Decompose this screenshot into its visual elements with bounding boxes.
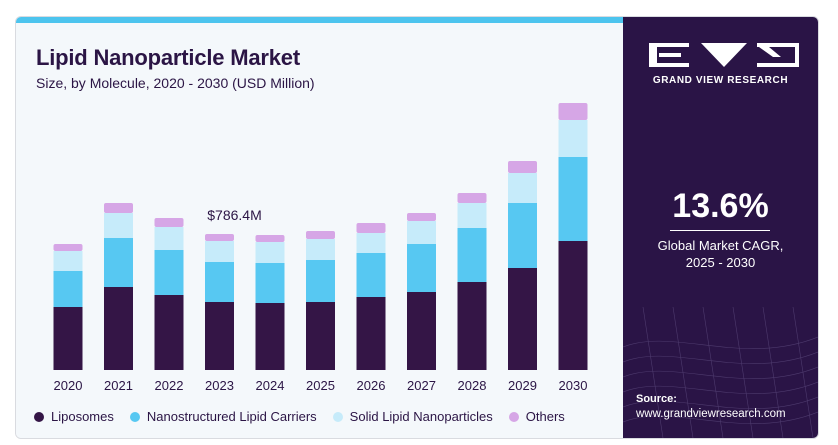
legend-label-nanostructured: Nanostructured Lipid Carriers — [146, 409, 317, 424]
accent-bar — [16, 17, 623, 23]
bar-segment-nanostructured-lipid-carriers-2027 — [407, 244, 436, 292]
x-tick-label-2027: 2027 — [407, 378, 436, 393]
bar-segment-liposomes-2024 — [255, 303, 285, 370]
legend-label-solid: Solid Lipid Nanoparticles — [349, 409, 493, 424]
bar-segment-solid-lipid-nanoparticles-2024 — [255, 242, 285, 263]
bar-segment-nanostructured-lipid-carriers-2025 — [306, 260, 335, 302]
chart-title: Lipid Nanoparticle Market — [36, 45, 300, 70]
cagr-label: Global Market CAGR, 2025 - 2030 — [623, 237, 818, 271]
summary-panel: GRAND VIEW RESEARCH 13.6% Global Market … — [623, 17, 818, 438]
bar-segment-solid-lipid-nanoparticles-2021 — [104, 213, 133, 238]
bar-segment-others-2024 — [255, 235, 285, 242]
x-tick-label-2025: 2025 — [306, 378, 335, 393]
bar-segment-solid-lipid-nanoparticles-2030 — [558, 120, 588, 157]
bar-segment-others-2022 — [154, 218, 184, 227]
source-label: Source: — [636, 393, 677, 405]
bar-segment-liposomes-2026 — [356, 297, 386, 370]
x-tick-label-2023: 2023 — [205, 378, 234, 393]
bar-segment-liposomes-2023 — [205, 302, 234, 370]
bar-segment-solid-lipid-nanoparticles-2022 — [154, 227, 184, 250]
legend-item-solid: Solid Lipid Nanoparticles — [332, 409, 493, 424]
bar-segment-others-2023 — [205, 234, 234, 241]
legend-item-others: Others — [508, 409, 565, 424]
bar-segment-nanostructured-lipid-carriers-2030 — [558, 157, 588, 241]
x-tick-label-2026: 2026 — [357, 378, 386, 393]
cagr-label-line1: Global Market CAGR, — [657, 238, 784, 253]
x-tick-label-2030: 2030 — [559, 378, 588, 393]
cagr-divider — [670, 230, 770, 231]
bar-segment-solid-lipid-nanoparticles-2028 — [457, 203, 487, 228]
bar-segment-others-2021 — [104, 203, 133, 213]
chart-area: Lipid Nanoparticle Market Size, by Molec… — [16, 23, 623, 438]
legend-label-others: Others — [525, 409, 565, 424]
bar-segment-liposomes-2028 — [457, 282, 487, 370]
bar-segment-liposomes-2022 — [154, 295, 184, 370]
x-tick-label-2028: 2028 — [458, 378, 487, 393]
bar-segment-solid-lipid-nanoparticles-2025 — [306, 239, 335, 260]
bar-segment-nanostructured-lipid-carriers-2029 — [508, 203, 537, 268]
legend-dot-solid — [332, 411, 343, 422]
x-tick-label-2020: 2020 — [54, 378, 83, 393]
chart-subtitle: Size, by Molecule, 2020 - 2030 (USD Mill… — [36, 75, 315, 91]
legend-dot-others — [508, 411, 519, 422]
legend-item-liposomes: Liposomes — [34, 409, 114, 424]
source-link[interactable]: www.grandviewresearch.com — [636, 408, 786, 420]
bar-segment-solid-lipid-nanoparticles-2020 — [53, 251, 83, 271]
infographic-card: Lipid Nanoparticle Market Size, by Molec… — [15, 16, 819, 439]
cagr-label-line2: 2025 - 2030 — [685, 255, 756, 270]
bar-segment-solid-lipid-nanoparticles-2029 — [508, 173, 537, 203]
decorative-mesh — [623, 307, 818, 438]
legend-label-liposomes: Liposomes — [51, 409, 114, 424]
x-tick-label-2029: 2029 — [508, 378, 537, 393]
bar-segment-others-2026 — [356, 223, 386, 233]
bar-segment-liposomes-2029 — [508, 268, 537, 370]
bar-segment-others-2030 — [558, 103, 588, 120]
x-tick-label-2024: 2024 — [256, 378, 285, 393]
bar-segment-liposomes-2030 — [558, 241, 588, 370]
bar-segment-nanostructured-lipid-carriers-2021 — [104, 238, 133, 287]
bar-segment-others-2028 — [457, 193, 487, 203]
bar-segment-solid-lipid-nanoparticles-2023 — [205, 241, 234, 262]
legend-dot-nanostructured — [129, 411, 140, 422]
bar-segment-nanostructured-lipid-carriers-2023 — [205, 262, 234, 302]
bar-segment-liposomes-2020 — [53, 307, 83, 370]
bar-segment-nanostructured-lipid-carriers-2028 — [457, 228, 487, 282]
bar-segment-others-2020 — [53, 244, 83, 251]
bar-segment-liposomes-2025 — [306, 302, 335, 370]
bar-segment-liposomes-2027 — [407, 292, 436, 370]
legend-dot-liposomes — [34, 411, 44, 422]
x-tick-label-2021: 2021 — [104, 378, 133, 393]
bar-segment-solid-lipid-nanoparticles-2027 — [407, 221, 436, 244]
bar-segment-others-2029 — [508, 161, 537, 173]
bar-segment-solid-lipid-nanoparticles-2026 — [356, 233, 386, 253]
x-tick-label-2022: 2022 — [155, 378, 184, 393]
chart-legend: Liposomes Nanostructured Lipid Carriers … — [34, 409, 581, 424]
cagr-value: 13.6% — [672, 187, 769, 225]
legend-item-nanostructured: Nanostructured Lipid Carriers — [129, 409, 317, 424]
value-annotation: $786.4M — [207, 207, 261, 223]
bar-segment-liposomes-2021 — [104, 287, 133, 370]
bar-segment-others-2025 — [306, 231, 335, 239]
bar-segment-nanostructured-lipid-carriers-2026 — [356, 253, 386, 297]
grand-view-research-logo — [649, 43, 799, 67]
bar-segment-others-2027 — [407, 213, 436, 221]
brand-name: GRAND VIEW RESEARCH — [652, 75, 789, 86]
bar-segment-nanostructured-lipid-carriers-2024 — [255, 263, 285, 303]
bar-segment-nanostructured-lipid-carriers-2020 — [53, 271, 83, 307]
stacked-bar-chart: 2020 2021 2022 2023 $786.4M 2024 2025 2026 2027 2… — [53, 103, 588, 393]
bar-segment-nanostructured-lipid-carriers-2022 — [154, 250, 184, 295]
